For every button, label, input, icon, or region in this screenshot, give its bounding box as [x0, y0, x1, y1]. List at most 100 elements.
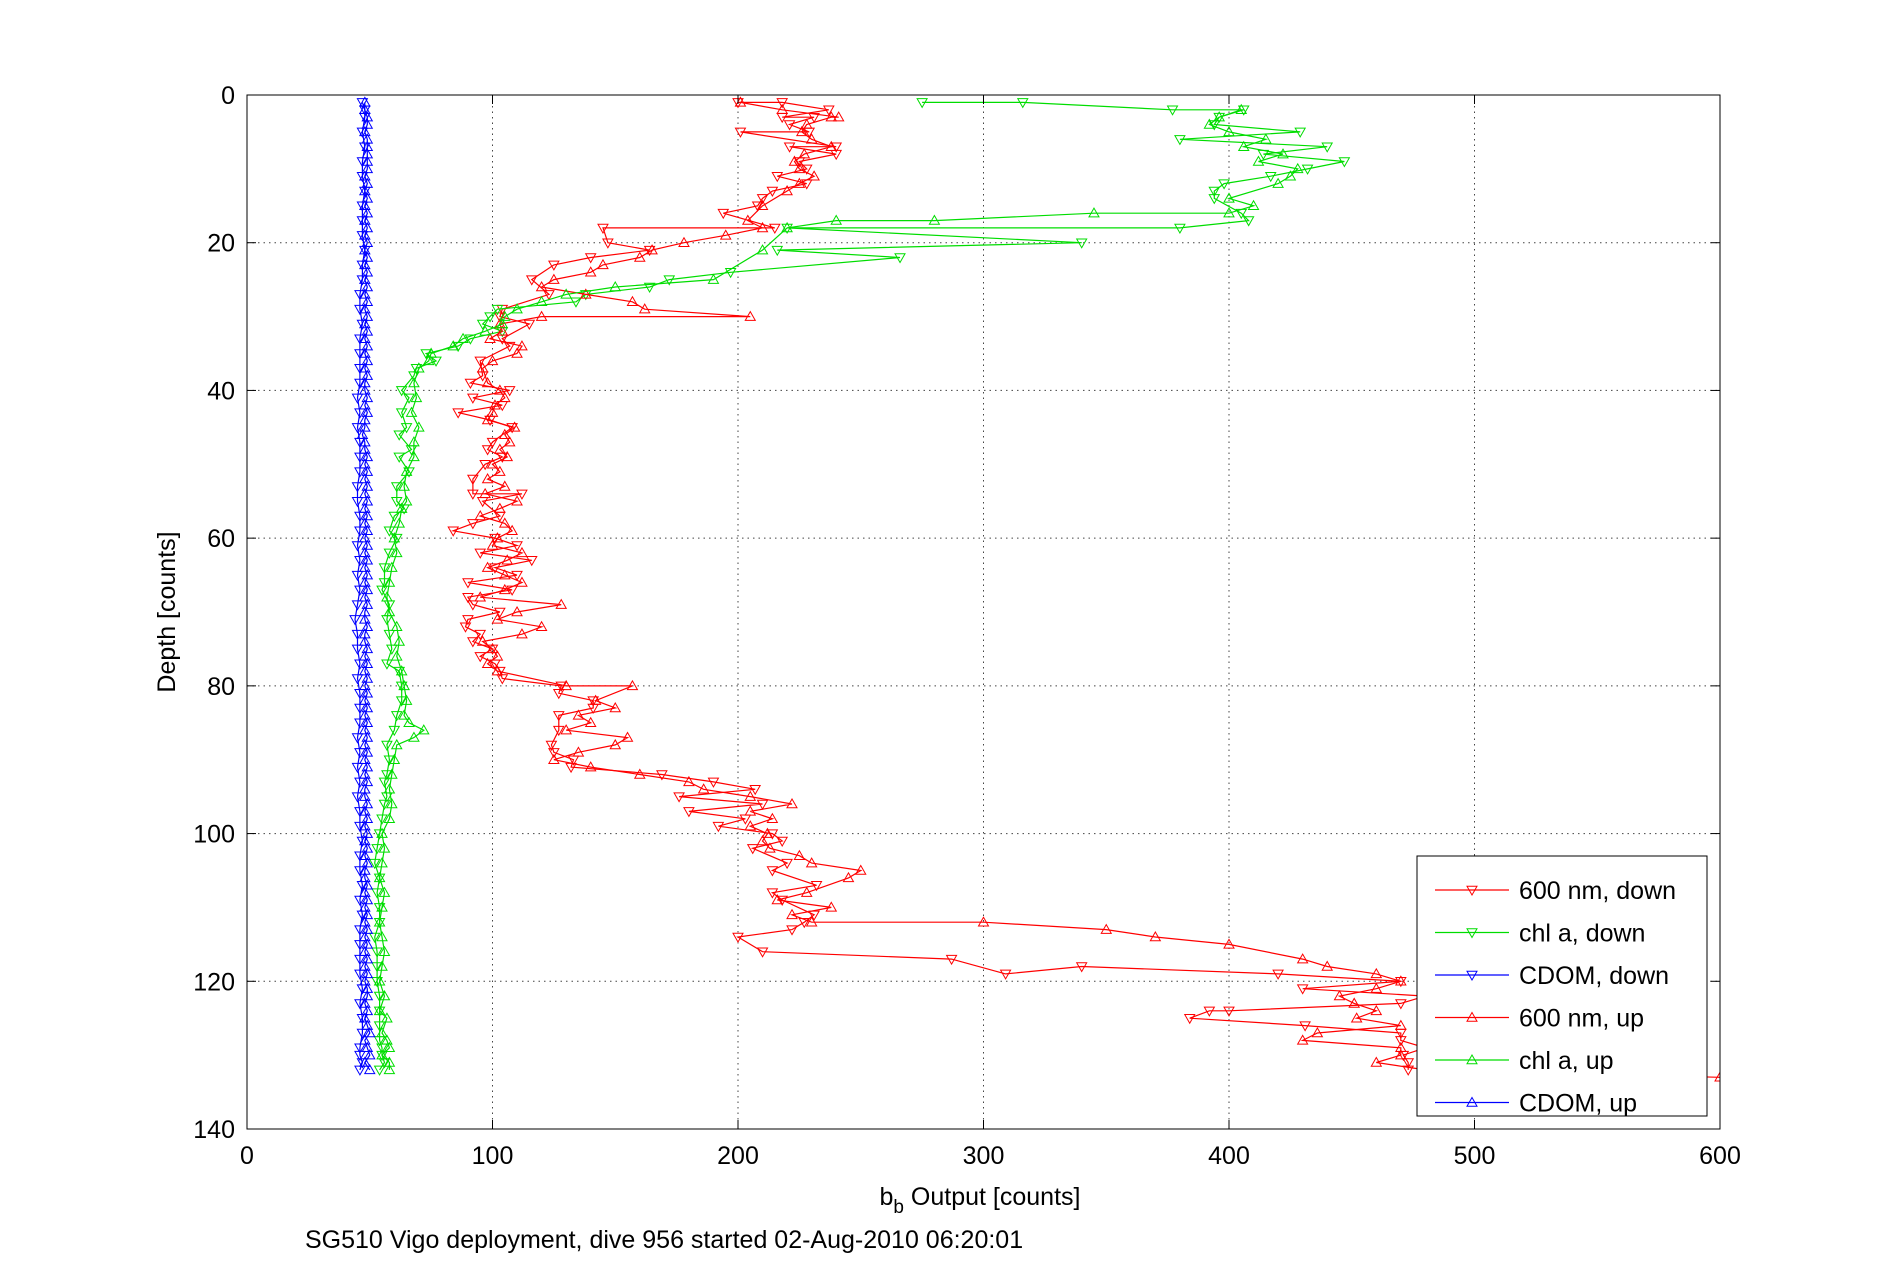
- data-point: [494, 312, 506, 323]
- data-point: [1714, 1071, 1720, 1082]
- data-point: [786, 798, 798, 809]
- legend-entry: CDOM, down: [1435, 962, 1669, 990]
- data-point: [361, 310, 374, 321]
- data-point: [474, 509, 487, 521]
- data-point: [403, 716, 415, 728]
- data-point: [381, 659, 393, 670]
- data-point: [354, 364, 366, 375]
- data-point: [410, 391, 423, 403]
- data-point: [1208, 194, 1221, 205]
- data-point: [371, 962, 383, 973]
- data-point: [1402, 1058, 1415, 1069]
- data-point: [464, 378, 477, 390]
- data-point: [484, 332, 496, 343]
- data-point: [1247, 199, 1260, 211]
- data-point: [358, 199, 371, 211]
- data-point: [766, 186, 779, 198]
- data-point: [825, 140, 838, 151]
- data-point: [894, 253, 906, 264]
- data-point: [481, 445, 494, 456]
- data-point: [361, 923, 374, 934]
- data-point: [486, 406, 499, 417]
- data-point: [358, 103, 371, 115]
- data-point: [646, 244, 658, 255]
- data-point: [358, 724, 371, 735]
- data-point: [1218, 179, 1230, 190]
- data-point: [800, 118, 813, 129]
- data-point: [609, 702, 622, 713]
- data-point: [503, 436, 516, 447]
- data-point: [825, 111, 838, 122]
- data-point: [354, 866, 366, 877]
- data-point: [398, 679, 410, 691]
- data-point: [358, 886, 371, 897]
- data-point: [466, 474, 479, 486]
- data-point: [400, 495, 413, 506]
- data-point: [830, 214, 843, 225]
- data-point: [361, 672, 374, 683]
- data-point: [1174, 223, 1186, 234]
- series-line-chl-a-up: [378, 109, 1299, 1070]
- data-point: [1088, 207, 1100, 218]
- data-point: [361, 583, 374, 595]
- data-point: [363, 1049, 376, 1060]
- data-point: [358, 258, 371, 270]
- data-point: [383, 1063, 396, 1075]
- legend-label: chl a, up: [1519, 1047, 1614, 1075]
- data-point: [408, 450, 420, 462]
- data-point: [358, 377, 371, 388]
- data-point: [358, 185, 371, 196]
- data-point: [376, 960, 388, 971]
- data-point: [361, 879, 374, 890]
- data-point: [1394, 1041, 1407, 1053]
- data-point: [800, 164, 813, 175]
- data-point: [783, 120, 796, 131]
- data-point: [999, 969, 1012, 980]
- y-tick-labels: 0 20 40 60 80 100 120 140: [193, 82, 235, 1144]
- data-point: [361, 953, 374, 964]
- data-point: [496, 317, 509, 329]
- data-point: [579, 288, 592, 299]
- data-point: [523, 319, 536, 330]
- data-point: [371, 844, 383, 855]
- chart-caption: SG510 Vigo deployment, dive 956 started …: [305, 1226, 1023, 1254]
- data-point: [376, 1049, 388, 1060]
- x-axis-label-rest: Output [counts]: [904, 1183, 1081, 1211]
- data-point: [511, 570, 523, 582]
- data-point: [491, 532, 504, 543]
- data-point: [358, 362, 371, 373]
- legend-marker: [1466, 970, 1478, 982]
- data-point: [584, 253, 597, 264]
- data-point: [1370, 1056, 1383, 1067]
- data-point: [390, 546, 403, 558]
- series-line-600-nm-down: [450, 101, 1428, 1070]
- data-point: [412, 421, 425, 432]
- data-point: [361, 775, 374, 787]
- data-point: [560, 679, 573, 691]
- data-point: [597, 258, 609, 270]
- data-point: [1394, 1049, 1407, 1060]
- data-point: [351, 733, 364, 744]
- data-point: [1394, 999, 1407, 1010]
- data-point: [1174, 135, 1186, 146]
- data-point: [358, 790, 371, 801]
- data-point: [358, 546, 371, 558]
- data-point: [361, 539, 374, 550]
- data-point: [363, 1026, 376, 1038]
- data-point: [361, 118, 374, 129]
- data-point: [361, 406, 374, 417]
- data-point: [494, 443, 506, 454]
- x-axis-label-subscript: b: [893, 1197, 904, 1218]
- data-point: [555, 681, 568, 692]
- data-point: [358, 214, 371, 225]
- data-point: [673, 792, 685, 803]
- legend-marker: [1466, 1011, 1478, 1022]
- data-point: [385, 561, 398, 572]
- data-point: [400, 465, 413, 476]
- data-point: [781, 858, 793, 870]
- data-point: [383, 1056, 396, 1067]
- data-point: [361, 798, 374, 809]
- data-point: [501, 554, 514, 565]
- data-point: [358, 945, 371, 956]
- data-point: [400, 423, 413, 434]
